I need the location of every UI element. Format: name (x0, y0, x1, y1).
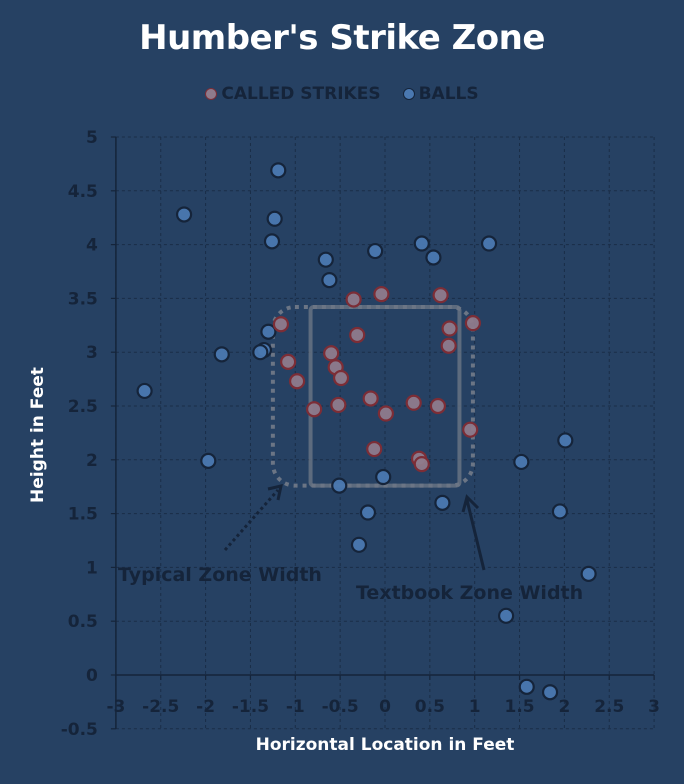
ball-point (359, 504, 377, 521)
legend-label-balls: BALLS (418, 84, 479, 104)
typical-zone-label: Typical Zone Width (118, 564, 322, 586)
ball-point (557, 432, 574, 449)
legend-item-balls: BALLS (402, 84, 479, 104)
x-tick-label: 0 (379, 697, 391, 717)
x-tick-label: -3 (106, 697, 125, 717)
strike-point (306, 401, 323, 418)
chart-title: Humber's Strike Zone (139, 18, 545, 58)
strike-point (272, 316, 290, 333)
strike-point (280, 353, 297, 370)
strike-point (330, 396, 347, 414)
strike-point (345, 291, 362, 308)
ball-point (518, 678, 535, 695)
ball-point (580, 565, 597, 582)
y-axis-title: Height in Feet (28, 367, 48, 503)
y-tick-label: -0.5 (61, 720, 98, 740)
strike-point (288, 373, 306, 390)
y-tick-label: 4 (86, 236, 98, 256)
legend: CALLED STRIKES BALLS (0, 84, 684, 104)
strike-point (377, 405, 394, 422)
strike-point (362, 390, 379, 407)
ball-point (513, 453, 530, 471)
strike-point (366, 440, 383, 458)
y-tick-label: 1.5 (68, 505, 98, 525)
x-tick-label: -2 (196, 697, 215, 717)
strike-point (441, 320, 458, 337)
strike-point (429, 397, 447, 415)
strike-point (405, 394, 422, 411)
ball-point (541, 684, 559, 701)
ball-point (331, 477, 348, 494)
y-tick-label: 3.5 (68, 289, 98, 309)
legend-label-strikes: CALLED STRIKES (221, 84, 381, 104)
textbook-zone-arrow-icon (465, 499, 486, 571)
strike-point (349, 326, 366, 344)
ball-point (200, 452, 217, 469)
x-tick-label: 2 (558, 697, 570, 717)
x-tick-label: 1 (469, 697, 481, 717)
strike-point (373, 285, 390, 303)
legend-item-strikes: CALLED STRIKES (205, 84, 381, 104)
ball-point (260, 323, 277, 340)
ball-point (270, 162, 287, 179)
textbook-zone-outline (308, 305, 462, 488)
strike-point (462, 421, 479, 438)
annotations: Typical Zone Width Textbook Zone Width (118, 484, 583, 604)
strike-marker-icon (205, 88, 218, 100)
ball-point (434, 494, 451, 511)
ball-point (375, 468, 392, 486)
x-tick-label: -1 (286, 697, 305, 717)
ball-point (367, 242, 384, 260)
y-tick-label: 2.5 (68, 397, 98, 417)
ball-point (425, 249, 442, 266)
ball-point (213, 346, 230, 363)
textbook-zone-label: Textbook Zone Width (356, 582, 583, 604)
x-axis-title: Horizontal Location in Feet (255, 735, 515, 755)
x-tick-label: -1.5 (232, 697, 269, 717)
ball-point (413, 235, 430, 252)
y-tick-label: 4.5 (68, 182, 98, 202)
y-tick-label: 0 (86, 666, 98, 686)
strike-point (464, 315, 482, 332)
ball-point (321, 272, 338, 289)
ball-point (175, 206, 193, 223)
y-tick-label: 3 (86, 343, 98, 363)
ball-point (480, 235, 498, 252)
strike-point (413, 456, 430, 473)
x-tick-label: -2.5 (142, 697, 179, 717)
y-tick-label: 1 (86, 558, 98, 578)
ball-point (497, 607, 515, 624)
y-tick-label: 0.5 (68, 612, 98, 632)
strike-point (323, 345, 340, 362)
ball-point (266, 210, 283, 227)
arrowhead-icon (267, 484, 283, 501)
y-tick-label: 5 (86, 128, 98, 148)
ball-point (551, 503, 569, 520)
x-tick-label: -0.5 (322, 697, 359, 717)
ball-point (252, 344, 269, 361)
ball-point (317, 251, 334, 268)
strike-point (432, 287, 449, 304)
arrowhead-icon (461, 494, 480, 513)
x-tick-label: 1.5 (504, 697, 534, 717)
ball-point (263, 233, 281, 250)
ball-point (350, 536, 368, 553)
strike-point (440, 337, 457, 354)
y-tick-label: 2 (86, 451, 98, 471)
x-tick-label: 3 (648, 697, 660, 717)
x-tick-label: 0.5 (415, 697, 445, 717)
x-tick-label: 2.5 (594, 697, 624, 717)
typical-zone-arrow-icon (223, 489, 280, 551)
ball-point (136, 382, 153, 400)
ball-marker-icon (402, 88, 415, 100)
strike-point (332, 369, 350, 387)
